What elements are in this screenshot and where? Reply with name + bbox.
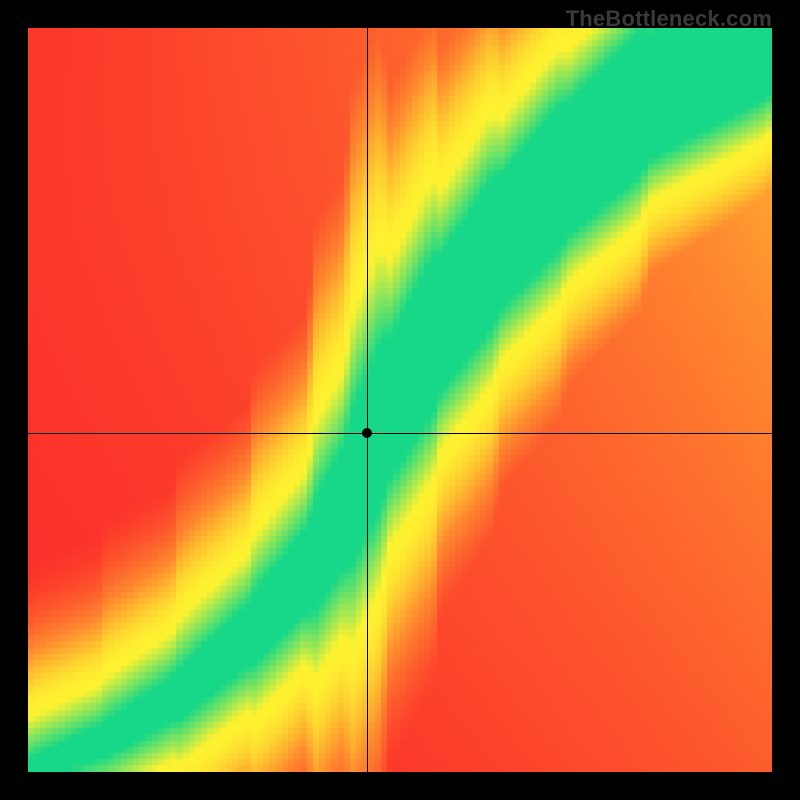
crosshair-marker[interactable] bbox=[362, 428, 372, 438]
crosshair-horizontal bbox=[28, 433, 772, 434]
watermark-text: TheBottleneck.com bbox=[566, 6, 772, 32]
crosshair-vertical bbox=[367, 28, 368, 772]
plot-area bbox=[28, 28, 772, 772]
bottleneck-heatmap bbox=[28, 28, 772, 772]
chart-outer: TheBottleneck.com bbox=[0, 0, 800, 800]
